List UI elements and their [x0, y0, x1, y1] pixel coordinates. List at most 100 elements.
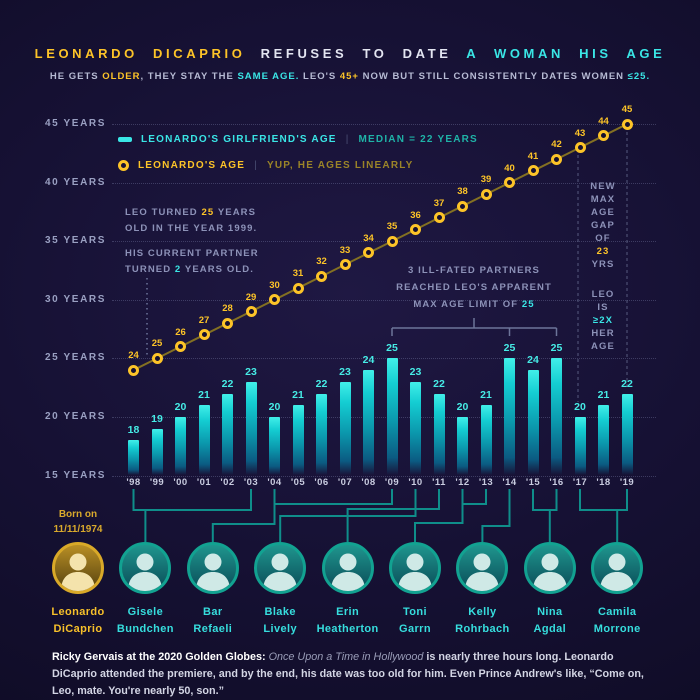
text-part: 3 ILL-FATED PARTNERS: [408, 265, 540, 276]
x-axis-year-label: '11: [432, 477, 446, 488]
text-line: OLD IN THE YEAR 1999.: [125, 221, 259, 237]
leo-age-marker: [316, 270, 327, 282]
leo-age-value: 27: [198, 314, 210, 326]
person-silhouette-icon: [128, 553, 163, 591]
text-line: NEW: [581, 180, 625, 193]
leo-age-marker: [457, 200, 468, 212]
text-part: IS: [597, 302, 609, 313]
legend-row-leo: LEONARDO'S AGE | YUP, HE AGES LINEARLY: [118, 160, 414, 171]
last-name: Bundchen: [116, 623, 174, 635]
leo-age-marker: [386, 235, 398, 247]
x-axis-year-label: '00: [173, 477, 188, 488]
girlfriend-age-bar: [128, 440, 139, 476]
gridline: [112, 241, 656, 243]
x-axis-year-label: '04: [267, 477, 282, 488]
text-part: YEARS OLD.: [181, 264, 254, 275]
leo-age-marker: [551, 153, 562, 165]
y-axis-label: 15 YEARS: [45, 469, 106, 481]
x-axis-year-label: '05: [290, 477, 306, 488]
annotation-max-age-limit: 3 ILL-FATED PARTNERS REACHED LEO'S APPARE…: [359, 262, 589, 313]
leo-birthdate-note: Born on 11/11/1974: [23, 507, 133, 537]
girlfriend-age-bar: [269, 416, 280, 476]
first-name: Blake: [264, 606, 296, 618]
footer-caption: Ricky Gervais at the 2020 Golden Globes:…: [52, 649, 652, 700]
person-silhouette-icon: [330, 553, 365, 591]
leo-age-marker: [621, 118, 633, 130]
leo-age-value: 32: [316, 256, 327, 268]
last-name: Morrone: [593, 623, 641, 635]
leo-age-marker: [574, 142, 586, 153]
text-part: GAP: [591, 220, 615, 231]
x-axis-year-label: '17: [572, 477, 588, 488]
first-name: Bar: [203, 606, 223, 618]
girlfriend-age-bar: [433, 393, 445, 476]
leo-age-marker: [269, 294, 280, 306]
text-part: YEARS: [214, 207, 257, 218]
text-part: LEO: [591, 289, 615, 300]
leo-age-marker: [222, 317, 233, 329]
legend-leo-note: YUP, HE AGES LINEARLY: [266, 160, 414, 171]
y-axis-label: 45 YEARS: [45, 118, 106, 130]
text-line: OF: [581, 232, 625, 245]
leo-age-value: 42: [551, 139, 562, 151]
page-subtitle: HE GETS OLDER, THEY STAY THE SAME AGE. L…: [0, 71, 700, 82]
last-name: Garrn: [399, 623, 431, 635]
y-axis-label: 35 YEARS: [45, 235, 106, 247]
text-part: OF: [595, 233, 611, 244]
text-part: SAME AGE.: [237, 71, 300, 82]
legend-girlfriend-label: LEONARDO'S GIRLFRIEND'S AGE: [141, 134, 337, 145]
text-part: AGE: [591, 341, 615, 352]
leo-age-marker: [175, 341, 186, 353]
girlfriend-age-value: 19: [151, 412, 163, 425]
leo-age-value: 37: [433, 197, 445, 209]
girlfriend-age-bar: [245, 381, 257, 476]
text-part: 2: [174, 264, 182, 275]
text-part: ≤25.: [627, 71, 651, 82]
text-line: 23: [581, 245, 625, 258]
text-part: is nearly three hours long. Leonardo DiC…: [52, 651, 644, 697]
partner-name: Kelly Rohrbach: [440, 604, 524, 638]
y-axis-label: 20 YEARS: [45, 410, 106, 422]
leo-photo-leonardo: [52, 542, 104, 594]
leo-age-value: 24: [128, 350, 139, 362]
text-part: HE GETS: [49, 71, 103, 82]
gridline: [112, 299, 656, 301]
girlfriend-age-value: 20: [574, 400, 586, 413]
girlfriend-age-value: 21: [292, 389, 304, 402]
leo-age-value: 28: [222, 303, 233, 315]
girlfriend-age-bar: [598, 405, 609, 476]
partner-connector-gisele: [132, 489, 252, 542]
leo-age-marker: [151, 352, 163, 364]
annotation-age-gap: NEW MAX AGE GAP OF 23 YRS: [581, 180, 625, 271]
leo-age-value: 35: [386, 221, 398, 233]
leo-age-marker: [527, 165, 539, 177]
person-silhouette-icon: [600, 553, 635, 591]
text-line: IS: [581, 301, 625, 314]
leo-age-value: 26: [175, 326, 186, 338]
last-name: DiCaprio: [53, 623, 103, 635]
text-part: YRS: [591, 259, 615, 270]
y-axis-label: 25 YEARS: [45, 352, 106, 364]
person-silhouette-icon: [398, 553, 432, 591]
text-part: 25: [201, 207, 215, 218]
last-name: Rohrbach: [455, 623, 510, 635]
x-axis-year-label: '19: [619, 477, 635, 488]
girlfriend-age-value: 18: [127, 424, 140, 437]
partner-name: Blake Lively: [238, 604, 322, 638]
leo-age-marker: [410, 224, 421, 235]
x-axis-year-label: '14: [502, 477, 517, 488]
text-part: 23: [596, 246, 610, 257]
leo-age-value: 36: [410, 209, 421, 221]
girlfriend-age-value: 24: [362, 354, 375, 367]
partner-photo-gisele: [119, 542, 172, 594]
partner-name: Bar Refaeli: [171, 604, 255, 638]
first-name: Kelly: [468, 606, 497, 618]
leo-age-value: 29: [245, 291, 257, 303]
text-part: Once Upon a Time in Hollywood: [268, 651, 424, 663]
gridline: [112, 182, 656, 184]
text-part: REACHED LEO'S APPARENT: [396, 282, 552, 293]
leo-age-marker: [198, 329, 210, 341]
girlfriend-age-bar: [621, 393, 633, 476]
text-line: REACHED LEO'S APPARENT: [359, 279, 589, 296]
leo-age-value: 31: [292, 268, 304, 280]
